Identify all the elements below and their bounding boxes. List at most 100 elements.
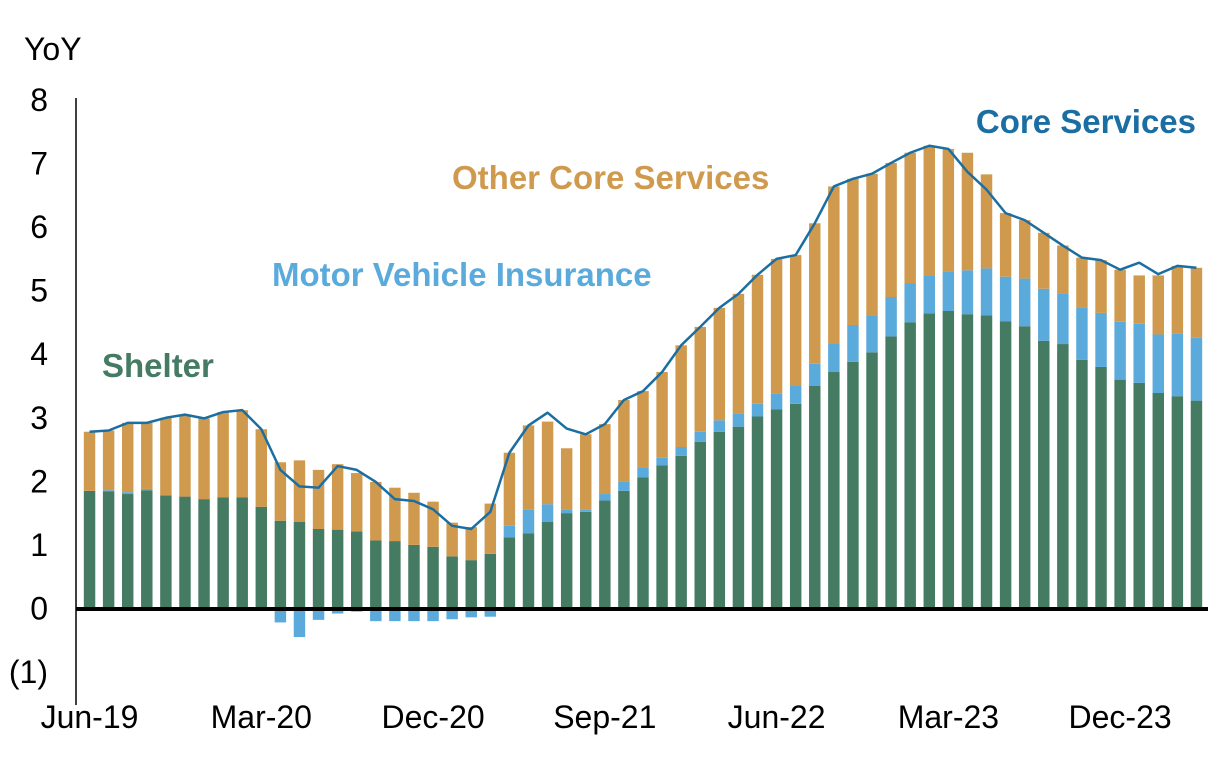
bar-shelter-jun-22 <box>770 409 783 609</box>
bar-motor-vehicle-insurance-aug-19 <box>121 492 134 495</box>
bar-other-core-services-jan-20 <box>217 412 229 498</box>
bar-other-core-services-feb-20 <box>236 410 248 498</box>
bar-shelter-jun-20 <box>312 529 325 609</box>
bar-motor-vehicle-insurance-nov-20 <box>408 608 420 622</box>
bar-other-core-services-may-22 <box>751 274 764 404</box>
bar-shelter-oct-21 <box>618 490 630 609</box>
bar-other-core-services-sep-20 <box>370 481 382 541</box>
bar-other-core-services-apr-21 <box>503 452 516 526</box>
bar-other-core-services-jun-21 <box>541 421 554 505</box>
y-tick-7: 7 <box>30 146 48 182</box>
bar-motor-vehicle-insurance-may-20 <box>293 608 306 638</box>
bar-shelter-oct-19 <box>160 495 172 609</box>
y-tick-5: 5 <box>30 273 48 309</box>
bar-motor-vehicle-insurance-dec-21 <box>656 457 668 466</box>
bar-other-core-services-jun-20 <box>312 469 325 529</box>
bar-shelter-apr-23 <box>961 314 974 609</box>
bar-shelter-jul-20 <box>331 529 344 609</box>
bar-shelter-nov-23 <box>1095 366 1107 609</box>
bar-shelter-may-23 <box>980 315 993 609</box>
bar-shelter-may-21 <box>522 533 535 609</box>
bar-other-core-services-mar-20 <box>255 429 268 507</box>
bar-motor-vehicle-insurance-nov-22 <box>866 315 878 353</box>
y-tick-2: 2 <box>30 463 48 499</box>
bar-other-core-services-may-20 <box>293 460 306 523</box>
bar-shelter-feb-20 <box>236 497 248 609</box>
bar-shelter-may-20 <box>293 522 306 609</box>
bar-other-core-services-nov-20 <box>408 492 420 545</box>
y-tick-8: 8 <box>30 82 48 118</box>
bar-other-core-services-oct-22 <box>847 178 859 325</box>
bar-motor-vehicle-insurance-oct-22 <box>847 324 859 362</box>
bar-motor-vehicle-insurance-sep-21 <box>599 494 611 501</box>
bar-other-core-services-aug-21 <box>580 434 592 510</box>
bar-motor-vehicle-insurance-oct-23 <box>1076 307 1088 360</box>
bar-other-core-services-dec-21 <box>656 372 668 458</box>
bar-other-core-services-sep-19 <box>141 422 153 489</box>
bar-other-core-services-nov-22 <box>866 173 878 316</box>
bar-shelter-dec-20 <box>427 546 439 609</box>
bar-shelter-feb-24 <box>1152 392 1165 609</box>
bar-shelter-jul-23 <box>1018 326 1031 609</box>
bar-other-core-services-jun-19 <box>83 431 96 491</box>
y-tick-3: 3 <box>30 400 48 436</box>
bar-motor-vehicle-insurance-apr-21 <box>503 525 516 538</box>
bar-other-core-services-dec-19 <box>198 418 210 500</box>
bar-motor-vehicle-insurance-may-21 <box>522 509 535 534</box>
bar-other-core-services-feb-21 <box>465 527 477 561</box>
bar-motor-vehicle-insurance-apr-20 <box>274 608 287 623</box>
bar-shelter-mar-23 <box>942 311 955 609</box>
bar-other-core-services-oct-21 <box>618 399 630 482</box>
bar-other-core-services-aug-19 <box>121 422 134 493</box>
bar-other-core-services-mar-24 <box>1171 265 1184 334</box>
bar-other-core-services-sep-21 <box>599 424 611 495</box>
bar-shelter-jul-22 <box>789 403 802 609</box>
bar-shelter-jul-21 <box>560 513 573 609</box>
bar-shelter-mar-21 <box>484 553 497 609</box>
bar-motor-vehicle-insurance-mar-24 <box>1171 333 1184 397</box>
series-label-other-core-services: Other Core Services <box>452 159 769 196</box>
bar-other-core-services-jan-23 <box>904 152 916 284</box>
bar-motor-vehicle-insurance-jun-22 <box>770 393 783 410</box>
bar-shelter-jan-20 <box>217 497 229 609</box>
bar-other-core-services-jul-19 <box>102 430 115 491</box>
bar-motor-vehicle-insurance-sep-20 <box>370 608 382 622</box>
bar-shelter-sep-22 <box>828 372 840 609</box>
bar-motor-vehicle-insurance-mar-23 <box>942 271 955 311</box>
bar-motor-vehicle-insurance-apr-22 <box>732 413 745 427</box>
bar-other-core-services-jan-22 <box>675 345 687 448</box>
y-axis-label: YoY <box>24 31 82 67</box>
y-tick-1: 1 <box>30 527 48 563</box>
bar-shelter-oct-22 <box>847 361 859 609</box>
bar-other-core-services-jun-23 <box>999 213 1012 277</box>
x-tick-dec-20: Dec-20 <box>382 699 485 735</box>
bar-other-core-services-mar-23 <box>942 148 955 272</box>
bar-motor-vehicle-insurance-may-22 <box>751 403 764 417</box>
bar-other-core-services-jul-20 <box>331 464 344 530</box>
bar-shelter-sep-20 <box>370 540 382 609</box>
bar-motor-vehicle-insurance-apr-24 <box>1190 337 1203 401</box>
bar-shelter-jun-23 <box>999 321 1012 609</box>
x-tick-mar-20: Mar-20 <box>211 699 312 735</box>
bar-motor-vehicle-insurance-mar-21 <box>484 608 497 617</box>
bar-shelter-nov-19 <box>179 496 191 609</box>
bar-motor-vehicle-insurance-sep-22 <box>828 343 840 373</box>
bar-other-core-services-nov-23 <box>1095 260 1107 313</box>
x-tick-jun-19: Jun-19 <box>41 699 139 735</box>
bar-shelter-sep-23 <box>1057 344 1069 609</box>
bar-other-core-services-may-23 <box>980 174 993 269</box>
bar-shelter-apr-20 <box>274 520 287 609</box>
bar-other-core-services-aug-22 <box>809 223 821 364</box>
bar-other-core-services-sep-22 <box>828 186 840 344</box>
bar-shelter-aug-22 <box>809 386 821 609</box>
bar-other-core-services-aug-20 <box>351 473 363 532</box>
x-tick-sep-21: Sep-21 <box>553 699 656 735</box>
series-label-shelter: Shelter <box>102 347 214 384</box>
bar-motor-vehicle-insurance-nov-21 <box>637 467 649 478</box>
x-tick-labels: Jun-19 Mar-20 Dec-20 Sep-21 Jun-22 Mar-23 Dec-… <box>41 699 1172 735</box>
bar-other-core-services-jul-23 <box>1018 220 1031 279</box>
x-tick-jun-22: Jun-22 <box>728 699 826 735</box>
bar-shelter-mar-24 <box>1171 396 1184 609</box>
bar-other-core-services-dec-22 <box>885 162 897 298</box>
bar-motor-vehicle-insurance-jan-21 <box>446 608 458 620</box>
